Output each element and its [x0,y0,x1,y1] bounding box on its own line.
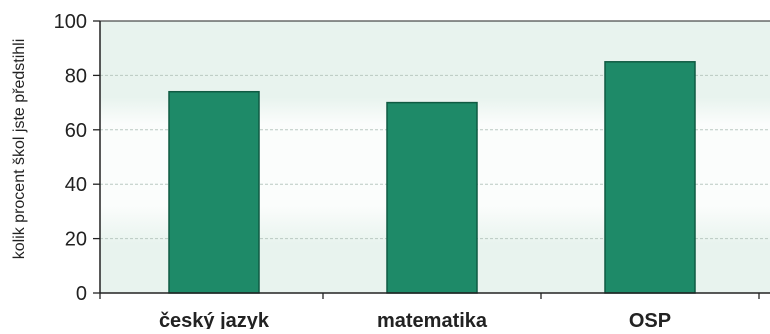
x-category-label: český jazyk [159,310,270,329]
axes [93,20,770,299]
x-category-label: matematika [377,310,488,329]
y-tick-label: 20 [65,229,87,251]
y-tick-label: 40 [65,174,87,196]
y-tick-label: 80 [65,65,87,87]
labels: 0 20 40 60 80 100 český jazyk matematika OSP [54,11,672,332]
y-tick-label: 0 [76,283,87,305]
bar-2 [604,61,696,294]
x-category-label: OSP [629,310,671,329]
bar-0 [168,90,260,294]
y-tick-label: 60 [65,120,87,142]
bars [168,61,696,294]
y-tick-label: 100 [54,11,87,33]
y-axis-title: kolik procent škol jste předstihli [11,39,28,260]
bar-1 [386,101,478,294]
